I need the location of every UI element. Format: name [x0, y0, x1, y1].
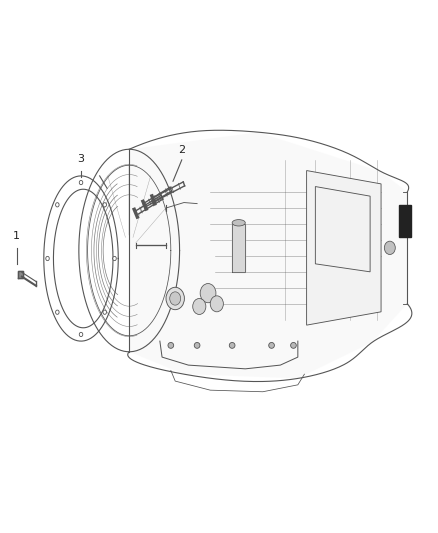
Ellipse shape [46, 256, 49, 261]
Ellipse shape [200, 284, 216, 303]
Text: 3: 3 [78, 154, 85, 164]
Ellipse shape [210, 296, 223, 312]
Ellipse shape [103, 310, 106, 314]
Ellipse shape [168, 343, 173, 349]
Polygon shape [129, 132, 407, 378]
Ellipse shape [166, 287, 184, 310]
Ellipse shape [269, 343, 274, 349]
Ellipse shape [79, 180, 83, 185]
Text: 2: 2 [178, 144, 185, 155]
Ellipse shape [194, 343, 200, 349]
Ellipse shape [56, 203, 59, 207]
Ellipse shape [170, 292, 180, 305]
Ellipse shape [291, 343, 296, 349]
Ellipse shape [56, 310, 59, 314]
Ellipse shape [103, 203, 106, 207]
Ellipse shape [232, 220, 245, 226]
Polygon shape [18, 271, 23, 278]
Ellipse shape [79, 333, 83, 337]
Bar [399, 205, 411, 237]
Ellipse shape [113, 256, 117, 261]
Ellipse shape [384, 241, 395, 255]
Polygon shape [307, 171, 381, 325]
Ellipse shape [193, 298, 206, 314]
Text: 1: 1 [13, 231, 20, 241]
Ellipse shape [230, 343, 235, 349]
Polygon shape [232, 224, 245, 272]
